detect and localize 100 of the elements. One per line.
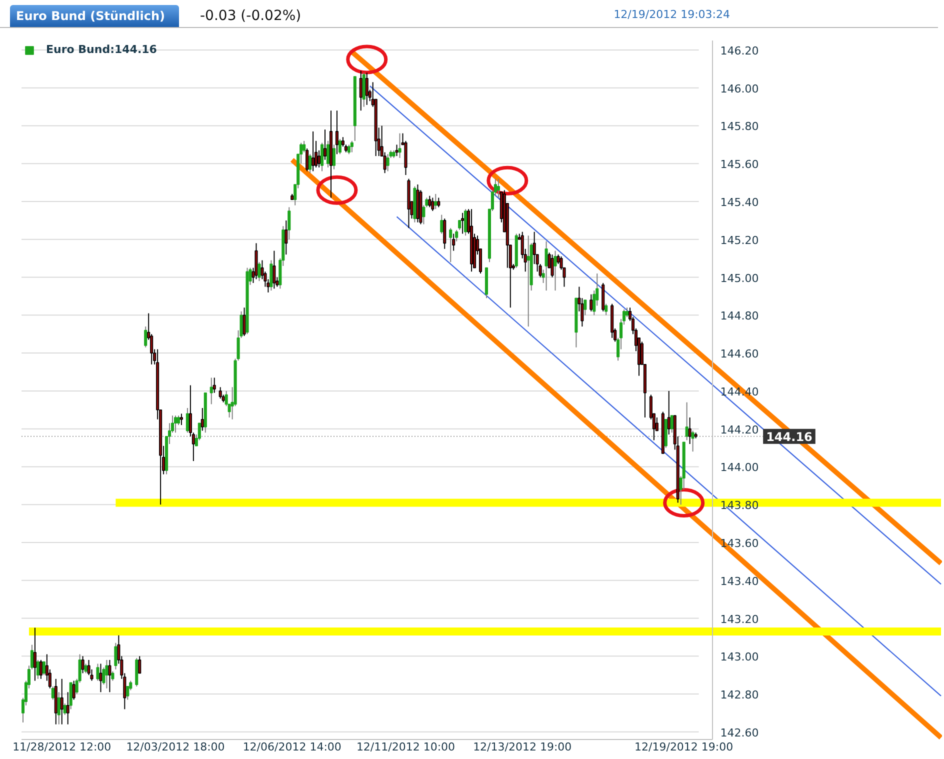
candlestick — [306, 148, 309, 172]
candlestick — [180, 413, 183, 426]
candlestick — [590, 294, 593, 312]
candlestick — [63, 703, 66, 716]
y-tick-label: 145.00 — [720, 272, 759, 285]
candlestick — [326, 140, 330, 168]
candlestick — [667, 390, 670, 436]
candlestick — [69, 682, 72, 710]
y-tick-label: 144.80 — [720, 310, 759, 323]
candlestick — [105, 659, 108, 689]
candlestick — [33, 627, 36, 682]
candlestick — [455, 229, 458, 242]
candlestick — [691, 430, 694, 452]
candlestick — [338, 138, 342, 155]
candlestick — [428, 195, 432, 208]
ref-line-label: 144.16 — [766, 430, 812, 444]
y-tick-label: 145.60 — [720, 158, 759, 172]
candlestick — [114, 642, 118, 670]
y-tick-label: 144.00 — [720, 461, 759, 474]
candlestick — [350, 140, 354, 153]
candlestick — [544, 240, 548, 292]
chart-subtitle: -0.03 (-0.02%) — [200, 7, 302, 25]
candlestick — [174, 415, 178, 434]
y-tick-label: 145.20 — [720, 234, 759, 247]
candlestick — [458, 220, 462, 230]
candlestick — [685, 402, 688, 441]
candlestick — [108, 659, 112, 693]
y-tick-label: 143.40 — [720, 574, 759, 588]
candlestick — [212, 377, 216, 394]
candlestick — [99, 663, 102, 693]
x-tick-label: 11/28/2012 12:00 — [12, 740, 112, 754]
y-tick-label: 146.20 — [720, 44, 759, 58]
candlestick — [440, 214, 444, 234]
candlestick — [335, 110, 338, 155]
candlestick — [284, 220, 288, 256]
y-tick-label: 142.80 — [720, 688, 759, 702]
candlestick — [186, 407, 189, 434]
candlestick — [312, 130, 315, 172]
candlestick — [688, 416, 692, 444]
candlestick — [604, 303, 608, 316]
y-tick-label: 146.00 — [720, 82, 759, 96]
candlestick — [434, 193, 438, 210]
candlestick — [452, 233, 456, 252]
candlestick — [200, 407, 204, 432]
candlestick — [42, 661, 46, 676]
candlestick — [81, 656, 84, 674]
candlestick — [318, 150, 321, 168]
candlestick — [332, 144, 336, 170]
text: 12/19/2012 19:03:24 — [614, 8, 730, 22]
candlestick — [144, 326, 148, 348]
candlestick — [425, 197, 428, 208]
y-tick-label: 145.40 — [720, 196, 759, 210]
y-tick-label: 143.00 — [720, 650, 759, 664]
candlestick — [218, 386, 222, 400]
candlestick — [532, 231, 536, 265]
candlestick — [443, 218, 446, 250]
candlestick — [272, 250, 276, 290]
candlestick — [526, 235, 530, 328]
point — [316, 175, 358, 205]
candlestick — [111, 670, 114, 682]
candlestick — [210, 377, 213, 405]
candlestick — [496, 178, 500, 198]
candlestick — [96, 663, 100, 682]
candlestick — [431, 197, 434, 212]
candlestick — [60, 678, 64, 725]
candlestick — [51, 686, 54, 700]
legend-label: Euro Bund:144.16 — [46, 43, 157, 56]
chart-title: Euro Bund (Stündlich) — [10, 5, 179, 27]
candlestick — [320, 142, 324, 172]
candlestick — [138, 656, 142, 674]
candlestick — [449, 228, 452, 263]
candlestick — [626, 307, 629, 318]
candlestick — [365, 72, 368, 106]
candlestick — [670, 415, 674, 434]
y-tick-label: 142.60 — [720, 726, 759, 740]
candlestick — [464, 208, 468, 236]
point — [663, 488, 705, 518]
point — [346, 44, 388, 74]
candlestick — [36, 659, 40, 680]
candlestick — [554, 250, 557, 292]
x-tick-label: 12/19/2012 19:00 — [634, 740, 734, 754]
candlestick — [347, 144, 350, 155]
candlestick — [302, 140, 306, 153]
candlestick — [308, 154, 312, 174]
point — [486, 166, 528, 196]
candlestick — [176, 415, 180, 426]
y-tick-label: 144.60 — [720, 348, 759, 361]
candlestick — [72, 680, 76, 700]
y-tick-label: 145.80 — [720, 120, 759, 134]
candlestick — [66, 692, 70, 725]
x-tick-label: 12/03/2012 18:00 — [126, 740, 225, 754]
candlestick — [386, 154, 390, 172]
candlestick — [550, 254, 554, 278]
candlestick — [584, 300, 587, 316]
candlestick — [323, 129, 327, 160]
candlestick — [422, 204, 426, 225]
candlestick — [39, 659, 42, 680]
candlestick — [84, 663, 88, 674]
candlestick — [461, 212, 464, 234]
candlestick — [437, 197, 440, 208]
